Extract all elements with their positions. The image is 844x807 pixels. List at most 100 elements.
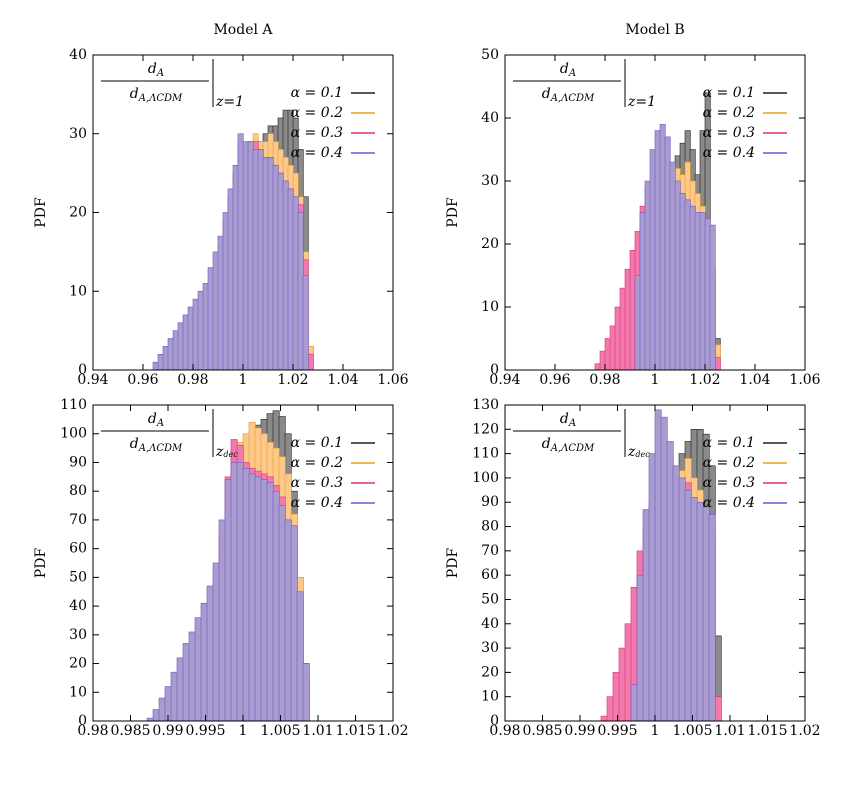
histogram-bar xyxy=(714,357,721,370)
y-tick-label: 10 xyxy=(69,283,87,299)
y-tick-label: 40 xyxy=(481,110,499,126)
x-tick-label: 1.005 xyxy=(260,723,300,739)
y-axis-label: PDF xyxy=(33,548,49,579)
histogram-bar xyxy=(158,697,166,721)
annotation-text: z xyxy=(215,444,224,460)
y-tick-label: 0 xyxy=(78,713,87,729)
histogram-bar xyxy=(162,346,169,370)
histogram-bar xyxy=(188,631,196,721)
annotation-text: A,ΛCDM xyxy=(550,443,595,454)
plot-area xyxy=(600,409,722,721)
y-tick-label: 70 xyxy=(481,543,499,559)
x-tick-label: 1.015 xyxy=(335,723,375,739)
y-tick-label: 0 xyxy=(490,713,499,729)
histogram-bar xyxy=(272,164,279,370)
histogram-bar xyxy=(224,479,232,721)
histogram-bar xyxy=(629,250,636,370)
legend-label: α = 0.2 xyxy=(291,455,343,471)
histogram-bar xyxy=(694,212,701,370)
y-tick-label: 120 xyxy=(472,421,499,437)
x-tick-label: 1.02 xyxy=(689,372,720,388)
histogram-bar xyxy=(292,196,299,370)
histogram-bar xyxy=(277,172,284,370)
annotation-text: d xyxy=(542,86,551,102)
y-tick-label: 80 xyxy=(481,519,499,535)
histogram-bar xyxy=(709,224,716,370)
histogram-bar xyxy=(612,672,620,721)
histogram-bar xyxy=(222,212,229,370)
y-tick-label: 40 xyxy=(69,598,87,614)
histogram-bar xyxy=(152,361,159,370)
x-tick-label: 0.99 xyxy=(152,723,183,739)
histogram-bar xyxy=(187,306,194,370)
histogram-bar xyxy=(672,465,680,721)
histogram-bar xyxy=(649,149,656,370)
y-tick-label: 20 xyxy=(481,236,499,252)
annotation-text: d xyxy=(148,411,157,427)
y-tick-label: 110 xyxy=(60,397,87,413)
histogram-bar xyxy=(696,501,704,721)
plot-area xyxy=(152,109,314,370)
annotation-text: dec xyxy=(635,450,650,459)
annotation-text: d xyxy=(130,436,139,452)
annotation-text: d xyxy=(560,411,569,427)
histogram-bar xyxy=(618,647,626,721)
x-tick-label: 0.995 xyxy=(597,723,637,739)
y-tick-label: 20 xyxy=(69,656,87,672)
annotation-den: dA,ΛCDM xyxy=(130,86,183,104)
y-tick-label: 60 xyxy=(69,541,87,557)
x-tick-label: 1 xyxy=(239,723,248,739)
annotation-den: dA,ΛCDM xyxy=(130,436,183,454)
y-tick-label: 10 xyxy=(481,689,499,705)
histogram-bar xyxy=(689,205,696,370)
histogram-bar xyxy=(230,462,238,721)
y-tick-label: 10 xyxy=(481,299,499,315)
histogram-bar xyxy=(218,519,226,721)
y-tick-label: 90 xyxy=(481,494,499,510)
x-tick-label: 0.99 xyxy=(564,723,595,739)
histogram-bar xyxy=(282,180,289,370)
annotation-text: A,ΛCDM xyxy=(138,443,183,454)
histogram-bar xyxy=(644,180,651,370)
legend-label: α = 0.3 xyxy=(291,475,343,491)
x-tick-label: 0.985 xyxy=(110,723,150,739)
y-tick-label: 100 xyxy=(472,470,499,486)
annotation-text: z xyxy=(627,444,636,460)
annotation-den: dA,ΛCDM xyxy=(542,436,595,454)
x-tick-label: 1.01 xyxy=(714,723,745,739)
y-tick-label: 30 xyxy=(69,126,87,142)
histogram-bar xyxy=(257,149,264,370)
histogram-bar xyxy=(684,489,692,721)
histogram-bar xyxy=(659,124,666,370)
histogram-bar xyxy=(207,267,214,370)
histogram-bar xyxy=(182,314,189,370)
histogram-bar xyxy=(619,287,626,370)
legend-label: α = 0.3 xyxy=(291,125,343,141)
histogram-bar xyxy=(708,514,716,721)
y-tick-label: 30 xyxy=(481,640,499,656)
histogram-bar xyxy=(202,283,209,370)
y-tick-label: 50 xyxy=(481,591,499,607)
histogram-bar xyxy=(636,574,644,721)
histogram-bar xyxy=(206,585,214,721)
annotation-eval: zdec xyxy=(627,444,650,460)
y-tick-label: 20 xyxy=(69,205,87,221)
x-tick-label: 0.98 xyxy=(489,723,520,739)
histogram-bar xyxy=(248,473,256,721)
histogram-bar xyxy=(302,275,309,370)
x-tick-label: 1 xyxy=(651,723,660,739)
legend-label: α = 0.1 xyxy=(703,435,755,451)
histogram-bar xyxy=(714,696,722,721)
annotation-num: dA xyxy=(148,411,164,429)
histogram-bar xyxy=(254,476,262,721)
annotation-eval: z=1 xyxy=(215,94,244,110)
y-tick-label: 30 xyxy=(481,173,499,189)
annotation-text: A,ΛCDM xyxy=(550,93,595,104)
histogram-bar xyxy=(242,467,250,721)
histogram-bar xyxy=(606,696,614,721)
annotation-text: z=1 xyxy=(215,94,244,110)
x-tick-label: 0.98 xyxy=(177,372,208,388)
x-tick-label: 0.96 xyxy=(127,372,158,388)
histogram-bar xyxy=(262,157,269,370)
y-tick-label: 10 xyxy=(69,684,87,700)
